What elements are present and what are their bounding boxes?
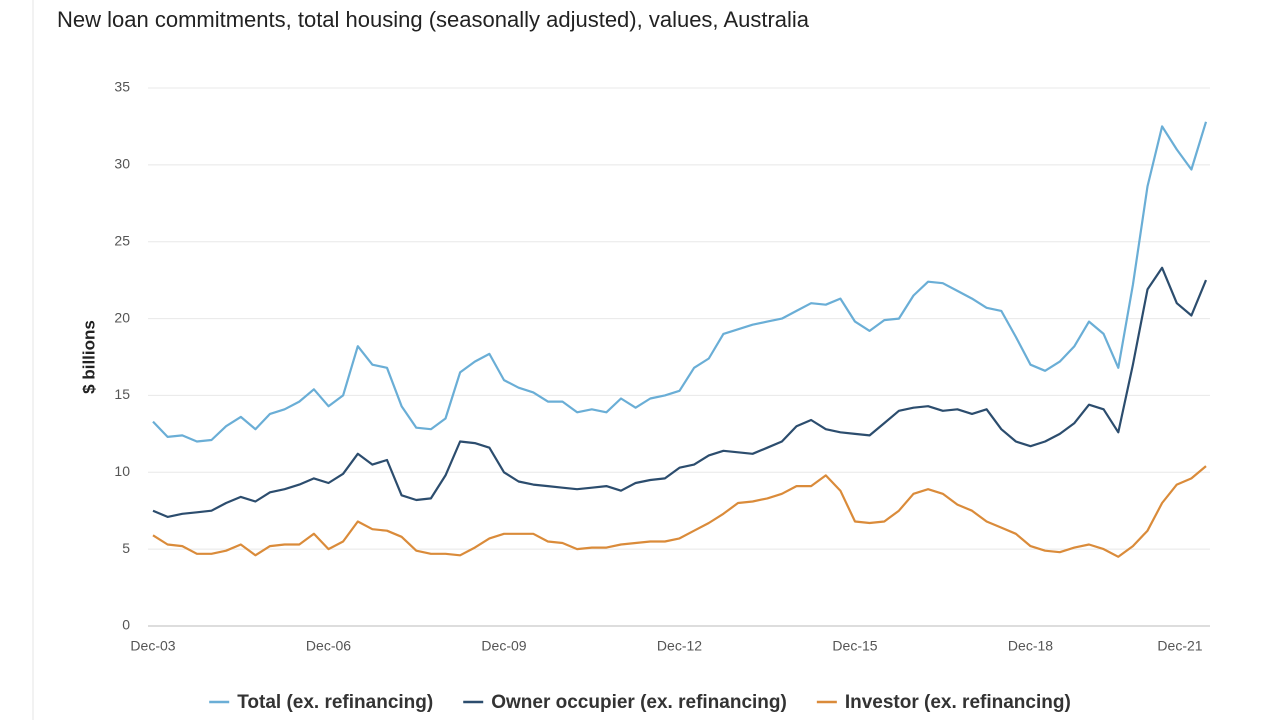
legend-label: Investor (ex. refinancing) [845,692,1071,713]
y-tick-label: 35 [114,79,130,95]
y-tick-label: 15 [114,386,130,402]
legend-label: Total (ex. refinancing) [237,692,433,713]
x-tick-label: Dec-15 [832,638,877,654]
y-tick-label: 30 [114,156,130,172]
x-tick-label: Dec-21 [1157,638,1202,654]
y-tick-label: 20 [114,309,130,325]
x-tick-label: Dec-03 [130,638,175,654]
y-tick-label: 0 [122,617,130,633]
legend-label: Owner occupier (ex. refinancing) [491,692,787,713]
chart-title: New loan commitments, total housing (sea… [57,7,810,32]
series-line [152,465,1207,558]
series-line [152,121,1208,443]
legend: Total (ex. refinancing) Owner occupier (e… [209,692,1071,713]
x-tick-label: Dec-18 [1008,638,1053,654]
y-axis-label: $ billions [79,320,98,394]
y-tick-label: 25 [114,232,130,248]
x-tick-label: Dec-12 [657,638,702,654]
series-line [152,266,1208,518]
x-tick-label: Dec-09 [481,638,526,654]
x-tick-label: Dec-06 [306,638,351,654]
y-tick-label: 5 [122,540,130,556]
y-tick-label: 10 [114,463,130,479]
